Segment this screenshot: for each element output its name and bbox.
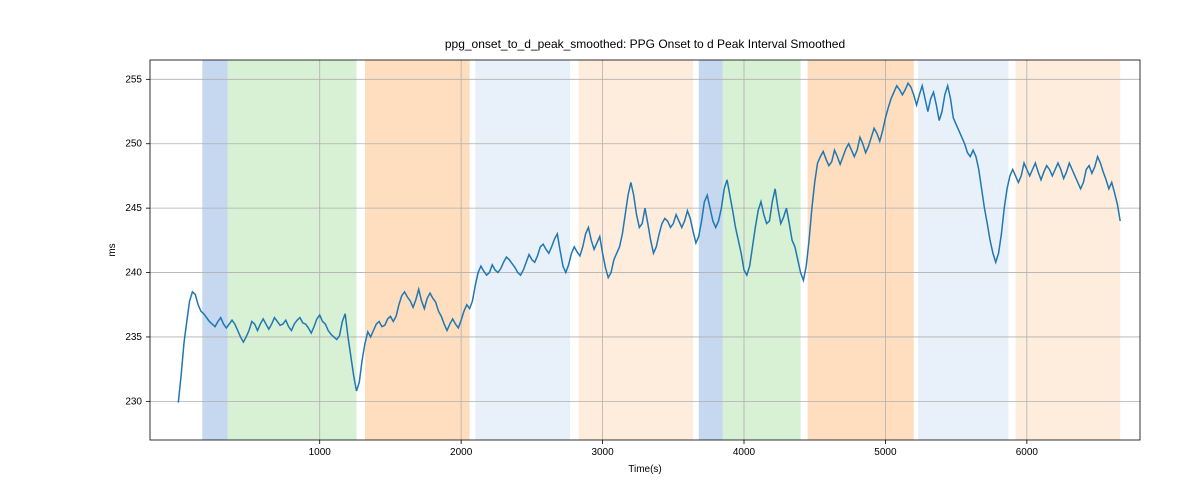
region-span	[579, 60, 694, 440]
xtick-label: 6000	[1016, 447, 1039, 458]
ytick-label: 240	[125, 268, 142, 279]
ytick-label: 245	[125, 203, 142, 214]
xtick-label: 3000	[591, 447, 614, 458]
xtick-label: 1000	[309, 447, 332, 458]
region-span	[918, 60, 1009, 440]
chart-title: ppg_onset_to_d_peak_smoothed: PPG Onset …	[445, 37, 845, 51]
xtick-label: 5000	[874, 447, 897, 458]
chart-container: 1000 2000 3000 4000 5000 6000 230 235 240 245 250 2…	[0, 0, 1200, 500]
region-span	[475, 60, 570, 440]
region-span	[202, 60, 227, 440]
region-span	[723, 60, 801, 440]
xtick-label: 4000	[733, 447, 756, 458]
x-axis-label: Time(s)	[628, 464, 662, 475]
y-axis-label: ms	[107, 243, 118, 256]
region-span	[228, 60, 357, 440]
region-span	[365, 60, 470, 440]
ytick-label: 250	[125, 139, 142, 150]
xtick-label: 2000	[450, 447, 473, 458]
ytick-label: 255	[125, 74, 142, 85]
ytick-label: 235	[125, 332, 142, 343]
ytick-label: 230	[125, 396, 142, 407]
region-span	[699, 60, 723, 440]
region-span	[1016, 60, 1121, 440]
region-span	[808, 60, 914, 440]
chart-svg: 1000 2000 3000 4000 5000 6000 230 235 240 245 250 2…	[0, 0, 1200, 500]
